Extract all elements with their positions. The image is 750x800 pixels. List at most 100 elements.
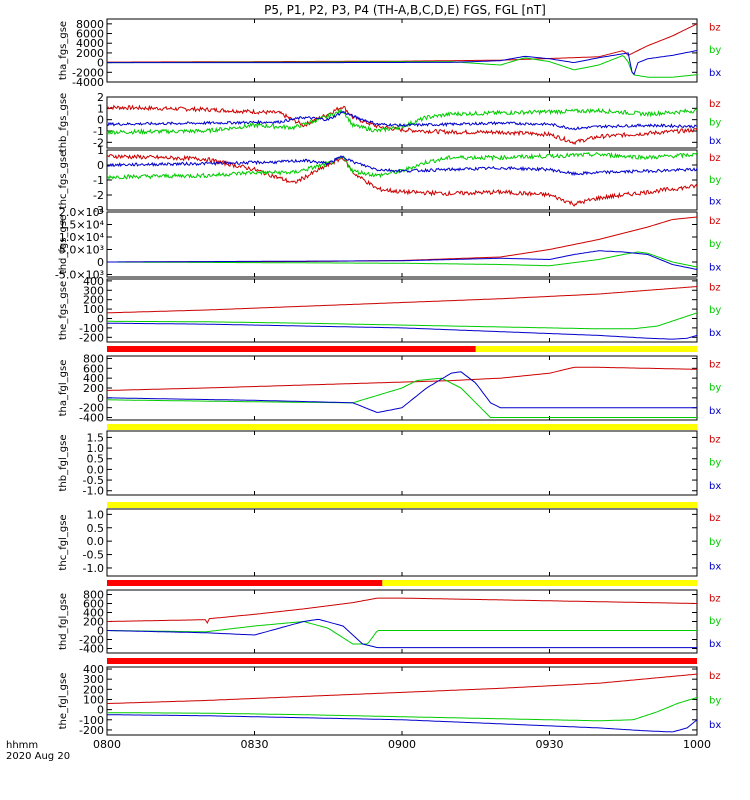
legend-label-by: by bbox=[709, 175, 721, 186]
y-axis-label: thb_fgs_gse bbox=[58, 93, 69, 152]
panel-thb_fgl_gse: 1.51.00.50.0-0.5-1.0 thb_fgl_gse bz by bx bbox=[58, 430, 721, 498]
x-tick-label: 1000 bbox=[683, 738, 711, 751]
x-tick-label: 0830 bbox=[241, 738, 269, 751]
series-line-by bbox=[107, 251, 697, 268]
y-tick-label: 300 bbox=[83, 673, 104, 686]
series-line-bz bbox=[107, 597, 697, 625]
legend-label-by: by bbox=[709, 616, 721, 627]
legend-label-bx: bx bbox=[709, 328, 721, 339]
y-tick-label: -1.0 bbox=[83, 562, 104, 575]
legend-label-by: by bbox=[709, 537, 721, 548]
y-tick-label: -1 bbox=[93, 125, 104, 138]
y-tick-label: 100 bbox=[83, 693, 104, 706]
y-tick-label: 1 bbox=[97, 102, 104, 115]
y-axis-label: thb_fgl_gse bbox=[58, 435, 69, 492]
x-tick-label: 0800 bbox=[93, 738, 121, 751]
y-tick-label: -400 bbox=[79, 412, 104, 425]
panel-frame bbox=[106, 430, 698, 496]
y-tick-label: 200 bbox=[83, 382, 104, 395]
legend-label-bz: bz bbox=[709, 216, 721, 227]
y-tick-label: 400 bbox=[83, 275, 104, 288]
y-tick-label: -200 bbox=[79, 634, 104, 647]
legend-label-bz: bz bbox=[709, 594, 721, 605]
legend-label-bx: bx bbox=[709, 481, 721, 492]
y-tick-label: 8000 bbox=[76, 18, 104, 31]
legend-label-bx: bx bbox=[709, 639, 721, 650]
y-tick-label: 0 bbox=[97, 114, 104, 127]
series-line-bz bbox=[107, 153, 697, 207]
y-tick-label: 1.0 bbox=[87, 508, 105, 521]
panel-frame bbox=[106, 508, 698, 577]
y-tick-label: -5.0×10³ bbox=[55, 269, 104, 282]
y-tick-label: 1.5×10⁴ bbox=[59, 219, 105, 232]
y-tick-label: 0 bbox=[97, 159, 104, 172]
y-tick-label: 0.5 bbox=[87, 453, 105, 466]
series-line-bz bbox=[107, 23, 697, 63]
legend-label-by: by bbox=[709, 305, 721, 316]
status-bar-segment bbox=[107, 424, 697, 430]
series-line-bx bbox=[107, 618, 697, 649]
legend-label-bz: bz bbox=[709, 99, 721, 110]
legend-label-by: by bbox=[709, 696, 721, 707]
status-bar-segment bbox=[107, 346, 476, 352]
legend-label-bz: bz bbox=[709, 435, 721, 446]
y-tick-label: 200 bbox=[83, 616, 104, 629]
y-tick-label: -2 bbox=[93, 136, 104, 149]
y-tick-label: 1.0×10⁴ bbox=[59, 231, 105, 244]
series-line-bz bbox=[107, 104, 697, 146]
y-tick-label: 1.5 bbox=[87, 431, 105, 444]
legend-label-bx: bx bbox=[709, 68, 721, 79]
y-tick-label: -1.0 bbox=[83, 485, 104, 498]
series-line-by bbox=[107, 312, 697, 330]
series-line-bz bbox=[107, 673, 697, 704]
y-tick-label: -1 bbox=[93, 174, 104, 187]
status-bar-segment bbox=[475, 346, 697, 352]
legend-label-by: by bbox=[709, 458, 721, 469]
series-line-by bbox=[107, 55, 697, 78]
y-tick-label: 400 bbox=[83, 663, 104, 676]
y-tick-label: -4000 bbox=[72, 76, 104, 89]
y-tick-label: -2 bbox=[93, 189, 104, 202]
y-tick-label: -3 bbox=[93, 204, 104, 217]
series-line-by bbox=[107, 696, 697, 722]
y-axis-label: the_fgl_gse bbox=[58, 673, 69, 730]
status-bars bbox=[107, 346, 697, 664]
panel-frame bbox=[106, 149, 698, 211]
y-tick-label: 400 bbox=[83, 607, 104, 620]
y-tick-label: -0.5 bbox=[83, 474, 104, 487]
legend-label-bx: bx bbox=[709, 263, 721, 274]
y-tick-label: 0 bbox=[97, 625, 104, 638]
y-tick-label: -100 bbox=[79, 714, 104, 727]
y-axis-label: thd_fgs_gse bbox=[58, 215, 69, 274]
y-tick-label: 0.0 bbox=[87, 463, 105, 476]
y-tick-label: 200 bbox=[83, 294, 104, 307]
series-line-bx bbox=[107, 371, 697, 413]
y-tick-label: 2000 bbox=[76, 47, 104, 60]
y-tick-label: 1 bbox=[97, 144, 104, 157]
y-tick-label: 100 bbox=[83, 303, 104, 316]
legend-label-by: by bbox=[709, 239, 721, 250]
series-line-bx bbox=[107, 155, 697, 177]
y-tick-label: -200 bbox=[79, 331, 104, 344]
y-tick-label: 300 bbox=[83, 284, 104, 297]
legend-label-bz: bz bbox=[709, 360, 721, 371]
y-tick-label: 1.0 bbox=[87, 442, 105, 455]
y-tick-label: -0.5 bbox=[83, 549, 104, 562]
panel-thd_fgs_gse: 2.0×10⁴1.5×10⁴1.0×10⁴5.0×10³0-5.0×10³thd… bbox=[55, 206, 721, 282]
footer-date-label: 2020 Aug 20 bbox=[6, 751, 70, 762]
y-tick-label: 800 bbox=[83, 589, 104, 602]
panel-frame bbox=[106, 211, 698, 278]
panel-thb_fgs_gse: 210-1-2 thb_fgs_gse bz by bx bbox=[58, 91, 721, 152]
y-tick-label: 0 bbox=[97, 256, 104, 269]
legend-label-bx: bx bbox=[709, 406, 721, 417]
panel-frame bbox=[106, 96, 698, 149]
y-tick-label: -2000 bbox=[72, 66, 104, 79]
legend-label-bz: bz bbox=[709, 23, 721, 34]
series-line-bx bbox=[107, 322, 697, 340]
legend-label-bx: bx bbox=[709, 196, 721, 207]
x-axis: 0800 0830 0900 0930 1000 bbox=[93, 738, 711, 751]
